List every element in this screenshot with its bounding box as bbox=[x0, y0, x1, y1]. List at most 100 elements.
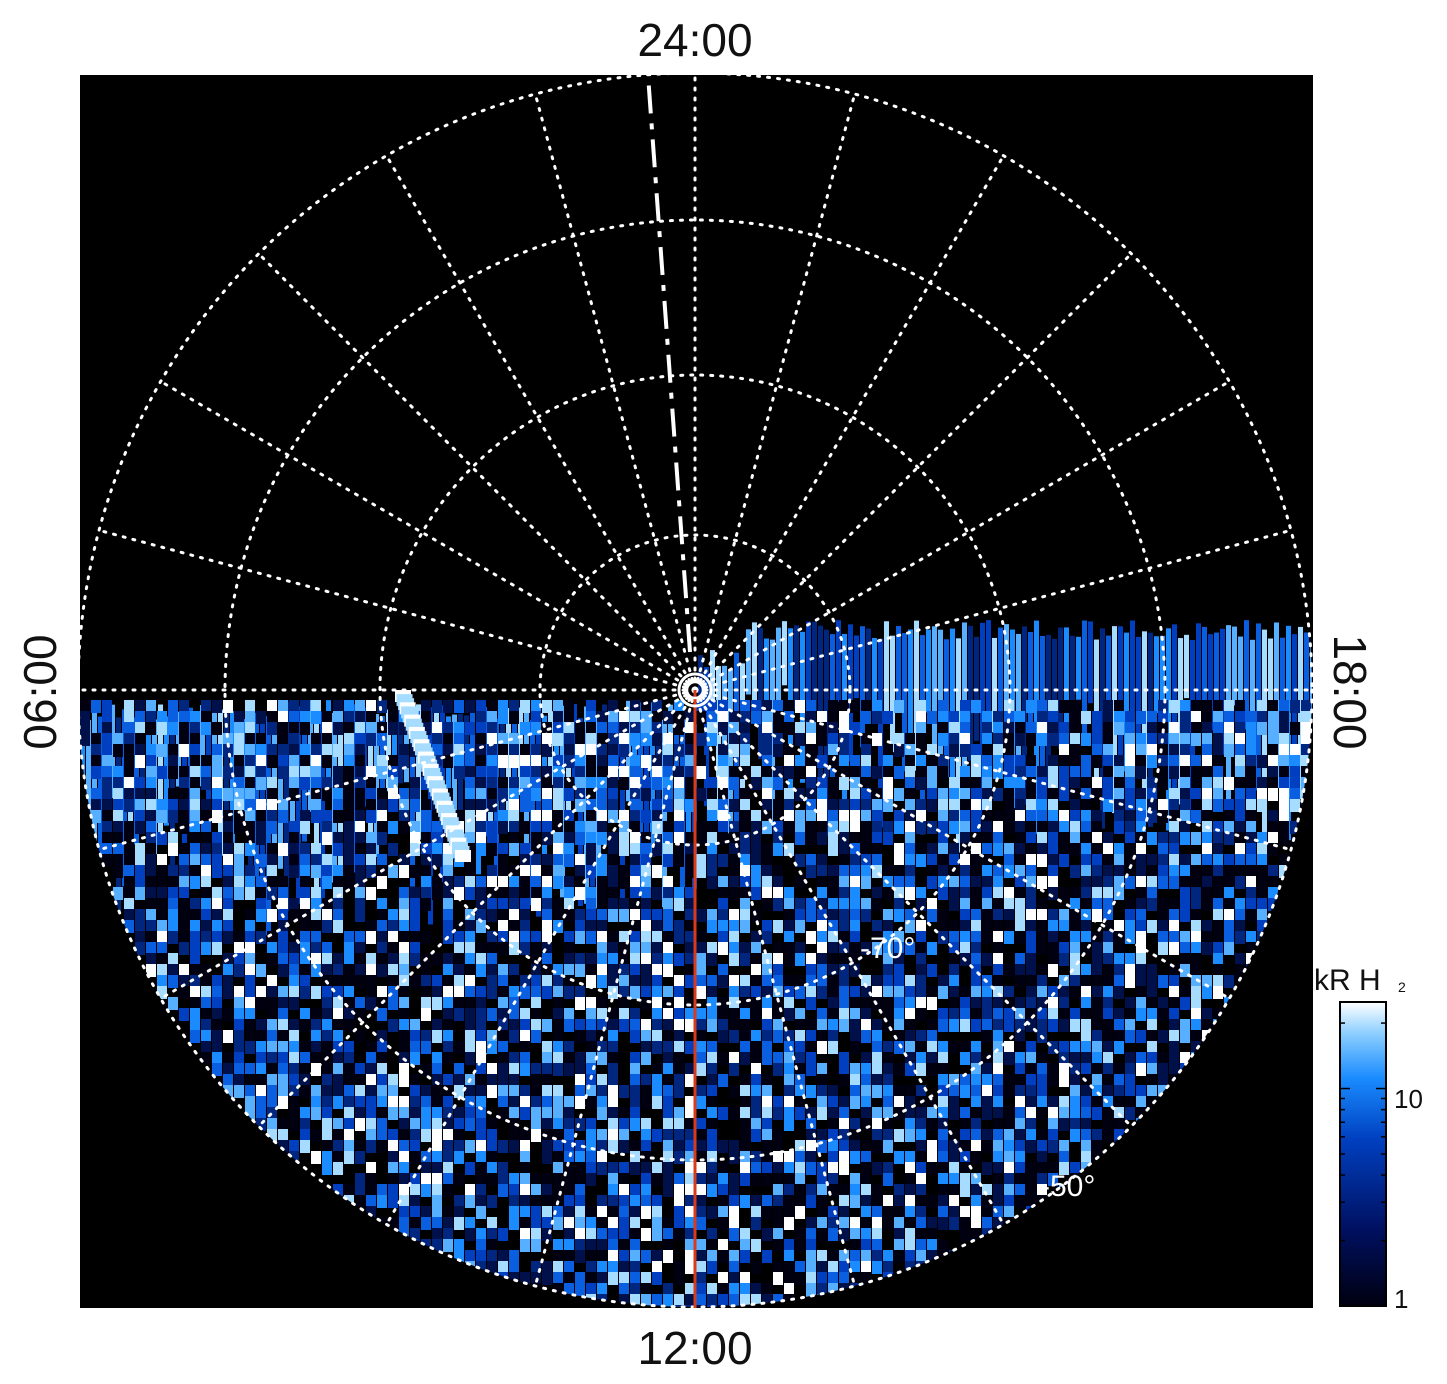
emission-cell bbox=[1048, 909, 1058, 922]
emission-cell bbox=[509, 1272, 519, 1285]
emission-cell bbox=[828, 931, 838, 944]
emission-cell bbox=[817, 854, 827, 867]
emission-cell bbox=[872, 1228, 882, 1241]
emission-cell bbox=[619, 722, 629, 735]
emission-cell bbox=[927, 1239, 937, 1252]
emission-cell bbox=[135, 744, 145, 757]
emission-cell bbox=[344, 986, 354, 999]
emission-cell bbox=[839, 1184, 849, 1197]
emission-cell bbox=[817, 1184, 827, 1197]
emission-cell bbox=[1257, 920, 1267, 933]
emission-cell bbox=[982, 1008, 992, 1021]
emission-cell bbox=[399, 1184, 409, 1197]
emission-cell bbox=[1191, 975, 1201, 988]
emission-cell bbox=[1048, 953, 1058, 966]
emission-cell bbox=[1026, 898, 1036, 911]
emission-cell bbox=[861, 788, 871, 801]
emission-cell bbox=[608, 1217, 618, 1230]
emission-cell bbox=[795, 1041, 805, 1054]
emission-cell bbox=[531, 1129, 541, 1142]
emission-cell bbox=[1158, 799, 1168, 812]
emission-cell bbox=[201, 1052, 211, 1065]
emission-cell bbox=[1081, 810, 1091, 823]
emission-cell bbox=[861, 1217, 871, 1230]
emission-cell bbox=[883, 964, 893, 977]
emission-cell bbox=[256, 964, 266, 977]
emission-cell bbox=[894, 887, 904, 900]
emission-cell bbox=[784, 898, 794, 911]
emission-cell bbox=[949, 799, 959, 812]
emission-cell bbox=[520, 1162, 530, 1175]
emission-cell bbox=[388, 942, 398, 955]
emission-cell bbox=[1125, 854, 1135, 867]
emission-cell bbox=[762, 997, 772, 1010]
emission-cell bbox=[311, 1107, 321, 1120]
emission-cell bbox=[740, 1107, 750, 1120]
emission-arc-segment bbox=[455, 850, 471, 862]
emission-cell bbox=[553, 854, 563, 867]
emission-cell bbox=[938, 1173, 948, 1186]
emission-cell bbox=[949, 1162, 959, 1175]
emission-cell bbox=[553, 810, 563, 823]
emission-cell bbox=[674, 777, 684, 790]
emission-cell bbox=[542, 1096, 552, 1109]
emission-cell bbox=[619, 1008, 629, 1021]
emission-cell bbox=[861, 1052, 871, 1065]
emission-cell bbox=[300, 744, 310, 757]
emission-cell bbox=[135, 887, 145, 900]
emission-cell bbox=[663, 1294, 673, 1307]
emission-cell bbox=[1202, 887, 1212, 900]
emission-cell bbox=[311, 755, 321, 768]
emission-cell bbox=[828, 986, 838, 999]
local-time-label-right: 18:00 bbox=[1324, 634, 1376, 749]
emission-cell bbox=[1213, 920, 1223, 933]
emission-cell bbox=[465, 766, 475, 779]
emission-cell bbox=[883, 1206, 893, 1219]
emission-cell bbox=[938, 832, 948, 845]
emission-cell bbox=[388, 700, 398, 713]
emission-cell bbox=[817, 975, 827, 988]
emission-cell bbox=[652, 1063, 662, 1076]
emission-cell bbox=[531, 1228, 541, 1241]
emission-cell bbox=[641, 711, 651, 724]
emission-cell bbox=[828, 876, 838, 889]
emission-cell bbox=[124, 711, 134, 724]
emission-streak bbox=[278, 717, 283, 869]
emission-cell bbox=[608, 942, 618, 955]
emission-cell bbox=[212, 942, 222, 955]
emission-cell bbox=[773, 1096, 783, 1109]
emission-cell bbox=[289, 1118, 299, 1131]
emission-cell bbox=[1136, 744, 1146, 757]
emission-cell bbox=[861, 700, 871, 713]
emission-cell bbox=[388, 986, 398, 999]
emission-cell bbox=[355, 931, 365, 944]
emission-cell bbox=[674, 1063, 684, 1076]
emission-cell bbox=[1092, 854, 1102, 867]
emission-cell bbox=[740, 821, 750, 834]
emission-cell bbox=[949, 997, 959, 1010]
emission-cell bbox=[894, 1195, 904, 1208]
emission-cell bbox=[971, 942, 981, 955]
emission-cell bbox=[883, 777, 893, 790]
emission-cell bbox=[1202, 744, 1212, 757]
emission-cell bbox=[553, 1162, 563, 1175]
emission-cell bbox=[366, 1107, 376, 1120]
emission-cell bbox=[751, 832, 761, 845]
emission-cell bbox=[949, 986, 959, 999]
emission-cell bbox=[1125, 1096, 1135, 1109]
emission-cell bbox=[542, 1107, 552, 1120]
emission-cell bbox=[399, 953, 409, 966]
emission-cell bbox=[190, 953, 200, 966]
emission-cell bbox=[916, 1239, 926, 1252]
emission-cell bbox=[674, 953, 684, 966]
emission-cell bbox=[531, 1217, 541, 1230]
emission-cell bbox=[1213, 711, 1223, 724]
emission-cell bbox=[718, 1030, 728, 1043]
emission-cell bbox=[685, 920, 695, 933]
emission-cell bbox=[971, 1151, 981, 1164]
emission-cell bbox=[509, 832, 519, 845]
emission-cell bbox=[674, 821, 684, 834]
emission-cell bbox=[278, 755, 288, 768]
emission-cell bbox=[168, 788, 178, 801]
emission-cell bbox=[861, 1030, 871, 1043]
